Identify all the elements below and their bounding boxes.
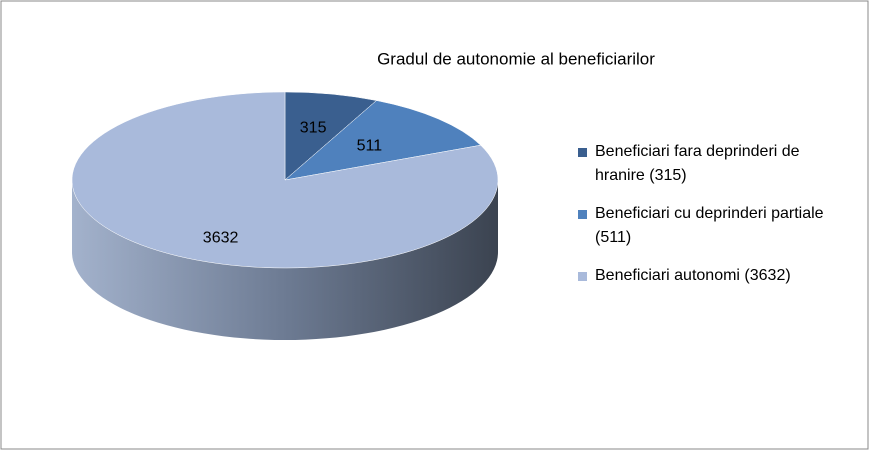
legend: Beneficiari fara deprinderi de hranire (… [578, 140, 853, 302]
slice [284, 100, 482, 181]
legend-swatch [578, 272, 587, 281]
chart-title: Gradul de autonomie al beneficiarilor [377, 49, 655, 68]
legend-item: Beneficiari fara deprinderi de hranire (… [578, 140, 853, 188]
slice-side [72, 180, 498, 340]
slice [71, 91, 499, 269]
data-label: 511 [357, 138, 383, 155]
data-label: 315 [300, 120, 327, 137]
legend-label: Beneficiari fara deprinderi de hranire (… [595, 143, 800, 184]
legend-swatch [578, 148, 587, 157]
legend-label: Beneficiari autonomi (3632) [595, 267, 791, 284]
legend-label: Beneficiari cu deprinderi partiale (511) [595, 205, 824, 246]
data-label: 3632 [203, 230, 239, 247]
legend-item: Beneficiari autonomi (3632) [578, 264, 853, 288]
legend-swatch [578, 210, 587, 219]
legend-item: Beneficiari cu deprinderi partiale (511) [578, 202, 853, 250]
